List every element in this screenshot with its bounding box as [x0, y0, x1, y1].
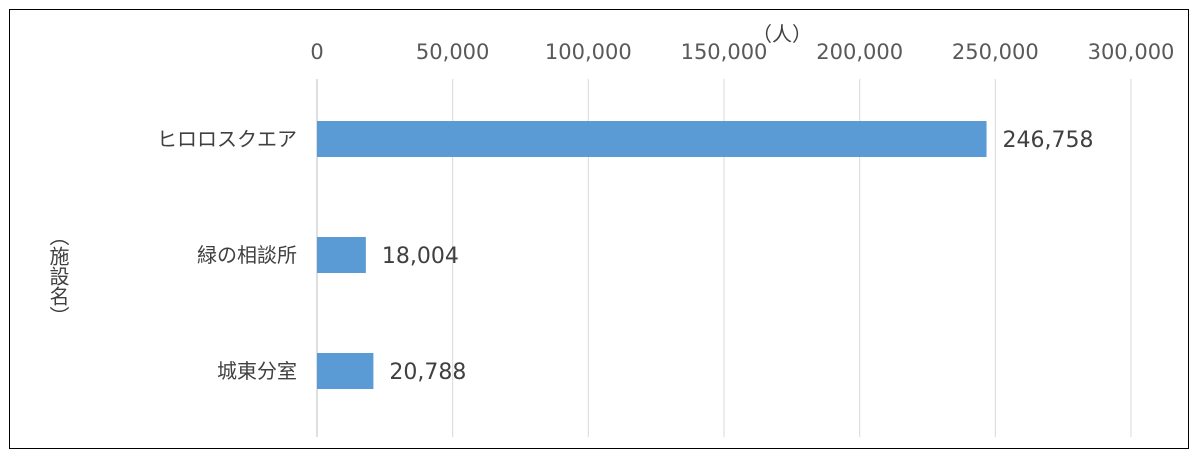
x-tick-label: 150,000	[681, 40, 768, 64]
chart-frame: 0 50,000 100,000 150,000 200,000 250,000 300,0…	[9, 9, 1189, 449]
bar	[317, 237, 366, 273]
data-label: 246,758	[1003, 128, 1094, 153]
x-tick-label: 300,000	[1088, 40, 1175, 64]
x-axis-ticks: 0 50,000 100,000 150,000 200,000 250,000 300,0…	[310, 40, 1174, 64]
bar	[317, 353, 374, 389]
bar	[317, 121, 987, 157]
data-label: 20,788	[389, 360, 466, 385]
x-tick-label: 200,000	[816, 40, 903, 64]
x-tick-label: 50,000	[416, 40, 489, 64]
bars	[317, 121, 987, 389]
x-axis-title: （人）	[752, 22, 812, 46]
x-tick-label: 250,000	[952, 40, 1039, 64]
bar-chart: 0 50,000 100,000 150,000 200,000 250,000 300,0…	[46, 22, 1174, 437]
category-label: ヒロロスクエア	[157, 127, 297, 151]
category-label: 城東分室	[217, 359, 297, 383]
x-tick-label: 0	[310, 40, 323, 64]
y-axis-title: （施設名）	[46, 226, 70, 326]
data-label: 18,004	[382, 244, 459, 269]
category-label: 緑の相談所	[197, 243, 297, 267]
data-labels: 246,758 18,004 20,788	[382, 128, 1094, 385]
x-tick-label: 100,000	[545, 40, 632, 64]
